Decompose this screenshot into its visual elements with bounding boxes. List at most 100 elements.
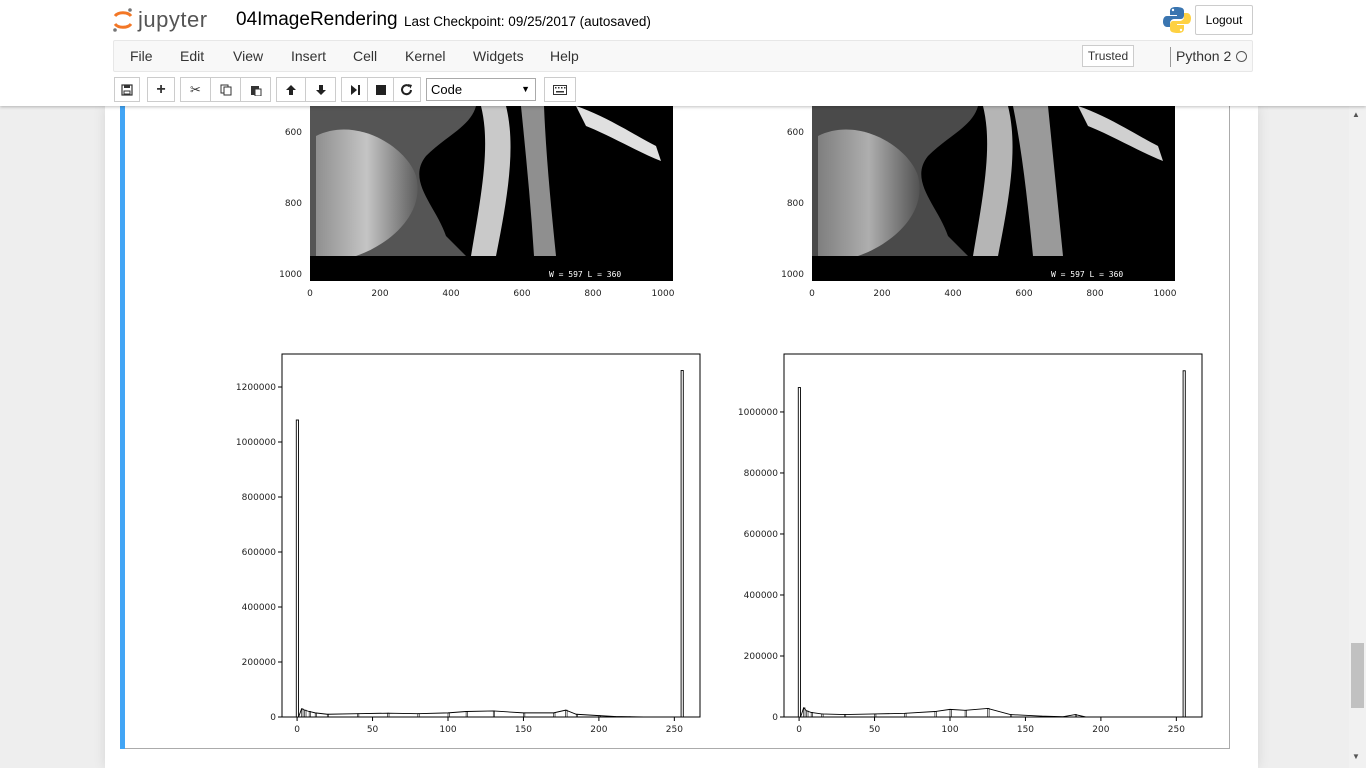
- histogram-bar: [565, 709, 568, 718]
- x-tick-label: 100: [439, 725, 456, 735]
- x-tick-label: 200: [371, 289, 388, 299]
- restart-button[interactable]: [393, 77, 421, 102]
- histogram-bar: [465, 711, 468, 718]
- x-tick-label: 800: [1086, 289, 1103, 299]
- copy-button[interactable]: [210, 77, 241, 102]
- cut-button[interactable]: ✂: [180, 77, 211, 102]
- interrupt-button[interactable]: [367, 77, 394, 102]
- logout-button[interactable]: Logout: [1195, 5, 1253, 35]
- x-tick-label: 600: [513, 289, 530, 299]
- scroll-down-icon[interactable]: ▼: [1352, 752, 1360, 761]
- histogram-bar: [523, 712, 526, 718]
- paste-button[interactable]: [240, 77, 271, 102]
- menu-bar: File Edit View Insert Cell Kernel Widget…: [113, 40, 1253, 72]
- mri-tongue-region: [316, 129, 418, 256]
- scrollbar[interactable]: [1349, 106, 1366, 768]
- arrow-down-icon: [315, 84, 326, 95]
- x-tick-label: 250: [666, 725, 683, 735]
- y-tick-label: 800000: [744, 469, 779, 479]
- histogram-1: 0 50 100 150 200 250 0 200000 400000 600000 800000…: [236, 353, 701, 735]
- x-tick-label: 50: [367, 725, 379, 735]
- mri-spine-region: [471, 106, 511, 256]
- histogram-bar: [949, 709, 952, 718]
- histogram-bar: [387, 712, 390, 718]
- y-tick-label: 600000: [744, 530, 779, 540]
- x-tick-label: 0: [809, 289, 815, 299]
- histogram-peak-bar: [680, 370, 684, 718]
- histogram-peak-bar: [1182, 370, 1186, 718]
- jupyter-logo-text: jupyter: [138, 7, 208, 32]
- cell-type-select[interactable]: Code ▼: [426, 78, 536, 101]
- jupyter-logo-icon: [113, 8, 133, 32]
- y-tick-label: 1000000: [738, 408, 778, 418]
- menu-insert[interactable]: Insert: [291, 48, 327, 64]
- cell-type-value: Code: [431, 82, 463, 97]
- y-tick-label: 800: [285, 199, 302, 209]
- histogram-bar: [1074, 714, 1077, 718]
- histogram-peak-bar: [797, 387, 801, 718]
- insert-cell-button[interactable]: +: [147, 77, 175, 102]
- menu-help[interactable]: Help: [550, 48, 579, 64]
- histogram-bar: [874, 713, 877, 718]
- notebook-name[interactable]: 04ImageRendering: [236, 9, 398, 30]
- histogram-bar: [314, 712, 317, 718]
- x-tick-label: 0: [307, 289, 313, 299]
- plot-frame: [783, 353, 1203, 718]
- histogram-peak-bar: [295, 419, 299, 718]
- menu-view[interactable]: View: [233, 48, 264, 64]
- histogram-bar: [844, 714, 847, 718]
- menu-edit[interactable]: Edit: [180, 48, 205, 64]
- x-tick-label: 1000: [652, 289, 675, 299]
- x-tick-label: 400: [442, 289, 459, 299]
- histogram-bar: [821, 713, 824, 718]
- y-tick-label: 1000: [781, 270, 804, 280]
- arrow-up-icon: [286, 84, 296, 95]
- run-button[interactable]: [341, 77, 368, 102]
- command-palette-button[interactable]: [544, 77, 576, 102]
- histogram-bar: [598, 715, 601, 718]
- jupyter-logo[interactable]: jupyter: [112, 5, 208, 35]
- histogram-bar: [1040, 715, 1043, 718]
- histogram-bar: [575, 713, 578, 718]
- x-tick-label: 200: [590, 725, 607, 735]
- y-tick-label: 200000: [242, 658, 277, 668]
- cut-icon: ✂: [190, 81, 201, 97]
- kernel-separator: [1170, 47, 1171, 67]
- mri-skin-edge: [1078, 106, 1163, 161]
- y-tick-label: 0: [772, 713, 778, 723]
- y-tick-label: 1000: [279, 270, 302, 280]
- mri-caption: W = 597 L = 360: [1051, 270, 1123, 279]
- plot-frame: [281, 353, 701, 718]
- histogram-bar: [308, 711, 311, 718]
- mri-cord-region: [1013, 106, 1063, 256]
- x-tick-label: 150: [1017, 725, 1034, 735]
- scroll-up-icon[interactable]: ▲: [1352, 110, 1360, 119]
- histogram-bar: [301, 708, 304, 718]
- y-tick-label: 800000: [242, 493, 277, 503]
- y-tick-label: 200000: [744, 652, 779, 662]
- x-tick-label: 1000: [1154, 289, 1177, 299]
- x-tick-label: 200: [1092, 725, 1109, 735]
- trusted-indicator[interactable]: Trusted: [1082, 45, 1134, 67]
- menu-cell[interactable]: Cell: [353, 48, 378, 64]
- x-tick-label: 50: [869, 725, 881, 735]
- checkpoint-status: Last Checkpoint: 09/25/2017 (autosaved): [404, 14, 651, 29]
- kernel-idle-icon: [1236, 51, 1247, 62]
- scrollbar-thumb[interactable]: [1351, 643, 1364, 708]
- histogram-bar: [964, 709, 967, 718]
- save-icon: [121, 83, 133, 96]
- keyboard-icon: [553, 84, 567, 95]
- y-tick-label: 1200000: [236, 383, 276, 393]
- y-tick-label: 400000: [242, 603, 277, 613]
- save-button[interactable]: [114, 77, 140, 102]
- kernel-name: Python 2: [1176, 48, 1232, 64]
- y-tick-label: 600: [787, 128, 804, 138]
- menu-file[interactable]: File: [130, 48, 153, 64]
- histogram-bar: [326, 713, 329, 718]
- menu-kernel[interactable]: Kernel: [405, 48, 446, 64]
- move-down-button[interactable]: [305, 77, 336, 102]
- restart-icon: [401, 83, 412, 95]
- x-tick-label: 100: [941, 725, 958, 735]
- menu-widgets[interactable]: Widgets: [473, 48, 524, 64]
- move-up-button[interactable]: [276, 77, 306, 102]
